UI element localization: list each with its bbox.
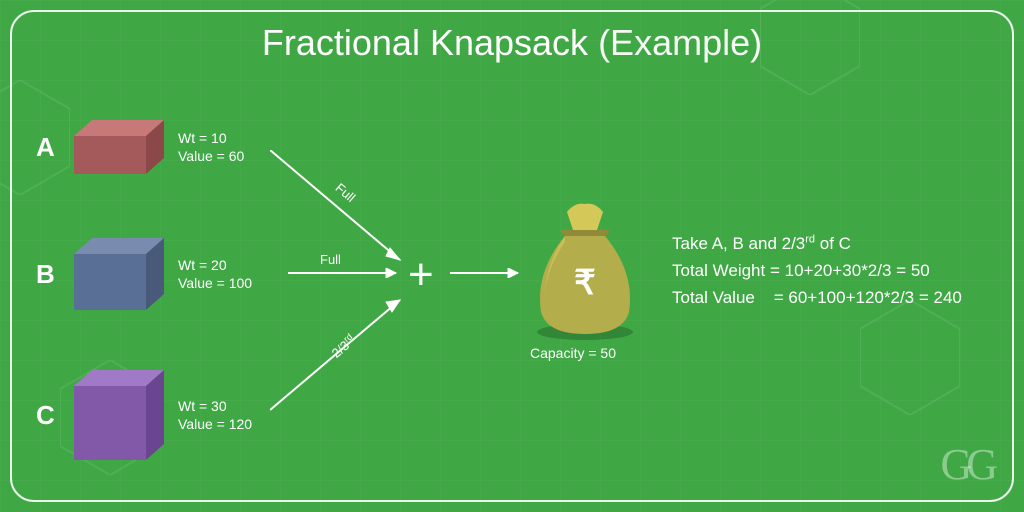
page-title: Fractional Knapsack (Example) (0, 22, 1024, 64)
item-a-value: Value = 60 (178, 147, 244, 165)
money-bag-icon: ₹ (525, 202, 645, 347)
arrow-to-bag (450, 268, 530, 278)
result-line2: Total Weight = 10+20+30*2/3 = 50 (672, 257, 962, 284)
box-a (74, 120, 164, 174)
box-icon (74, 120, 164, 174)
title-main: Fractional Knapsack (262, 22, 588, 63)
item-a-weight: Wt = 10 (178, 129, 244, 147)
item-a: A Wt = 10 Value = 60 (36, 120, 244, 174)
item-b-weight: Wt = 20 (178, 256, 252, 274)
arrow-a (270, 150, 420, 280)
item-a-label: A (36, 132, 60, 163)
result-line1: Take A, B and 2/3rd of C (672, 230, 962, 257)
box-icon (74, 370, 164, 460)
box-icon (74, 238, 164, 310)
item-c-stats: Wt = 30 Value = 120 (178, 397, 252, 433)
item-b-label: B (36, 259, 60, 290)
item-a-stats: Wt = 10 Value = 60 (178, 129, 244, 165)
plus-icon: + (408, 250, 434, 300)
item-b-value: Value = 100 (178, 274, 252, 292)
item-c-weight: Wt = 30 (178, 397, 252, 415)
item-b-stats: Wt = 20 Value = 100 (178, 256, 252, 292)
item-c: C Wt = 30 Value = 120 (36, 370, 252, 460)
box-b (74, 238, 164, 310)
title-subtitle: (Example) (598, 22, 762, 63)
capacity-label: Capacity = 50 (530, 345, 616, 361)
arrow-b (288, 268, 408, 278)
arrow-b-label: Full (320, 252, 341, 267)
result-line3: Total Value = 60+100+120*2/3 = 240 (672, 284, 962, 311)
logo: GG (940, 439, 992, 490)
svg-text:₹: ₹ (574, 264, 596, 302)
item-c-label: C (36, 400, 60, 431)
item-c-value: Value = 120 (178, 415, 252, 433)
item-b: B Wt = 20 Value = 100 (36, 238, 252, 310)
box-c (74, 370, 164, 460)
result-text: Take A, B and 2/3rd of C Total Weight = … (672, 230, 962, 312)
